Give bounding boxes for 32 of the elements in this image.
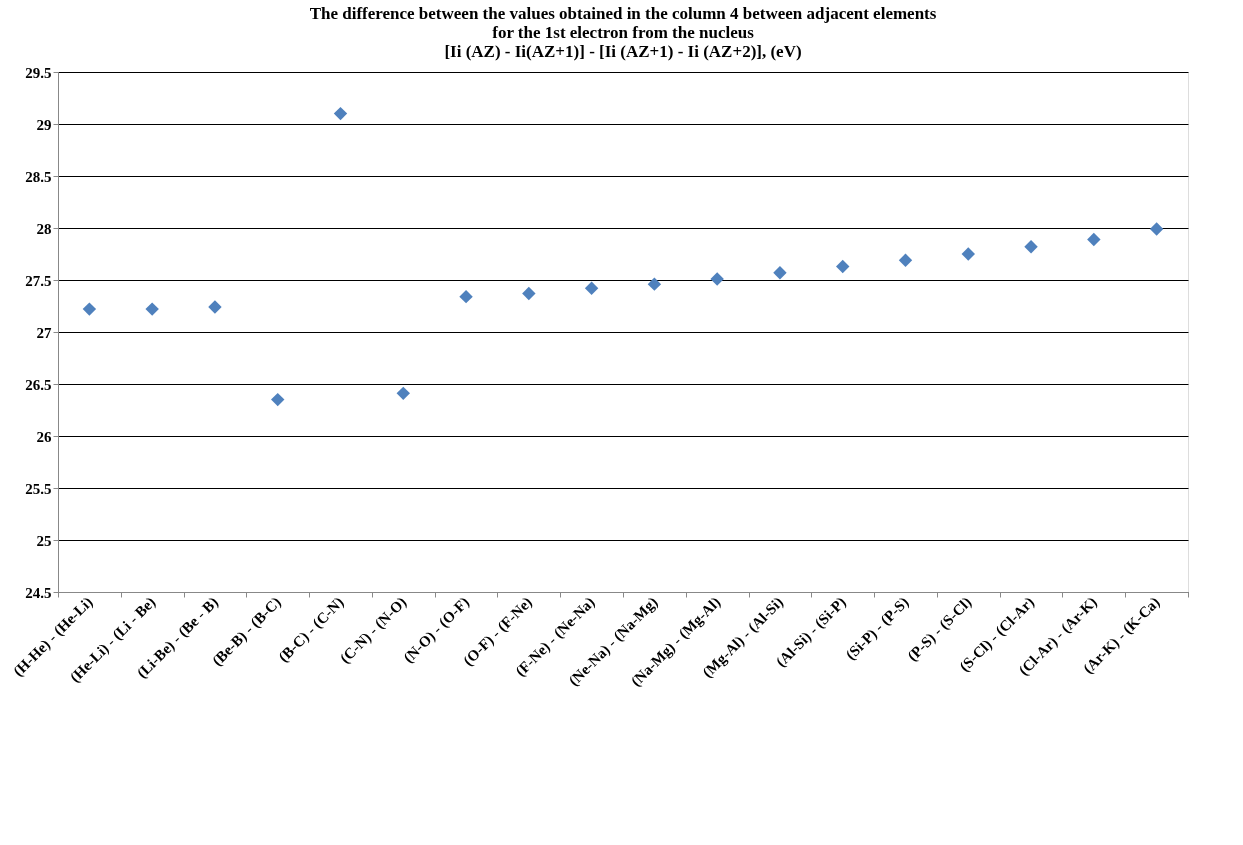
- point: [271, 392, 285, 407]
- y-tick-label: 26: [36, 428, 52, 445]
- text: [Ii (AZ) - Ii(AZ+1)] - [Ii (AZ+1) - Ii (AZ+2)], (eV): [444, 42, 802, 61]
- y-tick-label: 28: [36, 220, 52, 237]
- y-tick-label: 24.5: [25, 584, 52, 601]
- point: [836, 259, 850, 274]
- y-tick-label: 25.5: [25, 480, 52, 497]
- y-tick-label: 25: [36, 532, 52, 549]
- point: [647, 277, 662, 291]
- point: [396, 386, 410, 401]
- point: [584, 281, 599, 296]
- point: [773, 266, 787, 280]
- y-tick-label: 27.5: [25, 272, 52, 289]
- point: [208, 300, 222, 314]
- y-tick-label: 27: [36, 324, 52, 341]
- point: [961, 247, 975, 261]
- point: [1149, 222, 1164, 236]
- point: [898, 253, 913, 267]
- point: [1024, 240, 1038, 254]
- text: The difference between the values obtained in the column 4 between adjacent elements: [309, 4, 937, 23]
- point: [145, 302, 159, 316]
- y-tick-label: 29.5: [25, 64, 52, 81]
- y-tick-label: 28.5: [25, 168, 52, 185]
- y-tick-label: 26.5: [25, 376, 52, 393]
- point: [710, 272, 724, 286]
- text: for the 1st electron from the nucleus: [492, 23, 754, 42]
- y-tick-label: 29: [36, 116, 52, 133]
- point: [1087, 232, 1101, 247]
- point: [459, 289, 473, 304]
- point: [82, 302, 97, 316]
- point: [522, 286, 536, 301]
- point: [333, 106, 348, 121]
